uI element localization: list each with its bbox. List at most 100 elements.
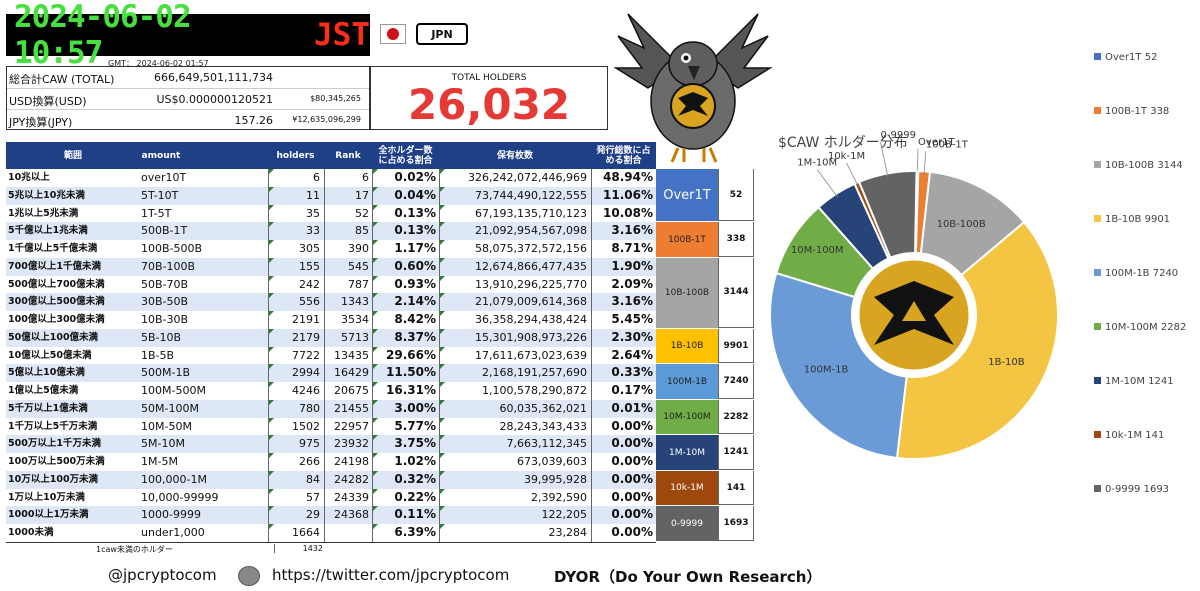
legend-item: 1B-10B 9901 [1094, 214, 1170, 225]
footnote-label: 1caw未満のホルダー [96, 544, 173, 554]
slice-label: 1M-10M [797, 158, 837, 169]
legend-swatch [1094, 53, 1101, 60]
cell-amount: 50M-100M [141, 401, 199, 415]
cell-amount: 1000-9999 [141, 508, 201, 522]
cell-range: 1億以上5億未満 [8, 385, 79, 396]
legend-swatch [1094, 485, 1101, 492]
cell-balance: 2,392,590 [439, 488, 591, 507]
cell-range: 1万以上10万未満 [8, 491, 85, 503]
cell-amount: 1T-5T [141, 206, 172, 220]
summary-box: 総合計CAW (TOTAL) 666,649,501,111,734 USD換算(U… [6, 66, 370, 130]
summary-value: US$0.000000120521 [156, 93, 273, 106]
legend-swatch [1094, 431, 1101, 438]
cell-range: 1千万以上5千万未満 [8, 420, 98, 432]
table-body: 10兆以上 over10T 6 6 0.02% 326,242,072,446,969 48… [6, 169, 656, 542]
cell-range: 1兆以上5兆未満 [8, 207, 79, 219]
slice-label: 0-9999 [881, 130, 916, 141]
cell-marker-icon [440, 524, 445, 529]
footnote-value: 1432 [274, 543, 326, 553]
clock-timezone: JST [314, 17, 370, 53]
cell-supply-pct: 0.00% [591, 453, 656, 471]
footer-url[interactable]: https://twitter.com/jpcryptocom [272, 566, 510, 584]
cell-marker-icon [440, 204, 445, 210]
category-count: 338 [718, 222, 754, 257]
cell-marker-icon [440, 488, 445, 494]
summary-label: JPY換算(JPY) [9, 116, 73, 129]
cell-amount: 10M-50M [141, 419, 192, 433]
cell-holders: 2179 [268, 328, 323, 347]
category-count: 3144 [718, 257, 754, 328]
cell-holders: 29 [268, 506, 323, 524]
cell-balance: 673,039,603 [439, 453, 591, 471]
cell-rank: 6 [324, 169, 372, 187]
footnote-row: 1caw未満のホルダー 1432 [6, 541, 656, 556]
cell-balance: 28,243,343,433 [439, 417, 591, 436]
table-row: 300億以上500億未満 30B-50B 556 1343 2.14% 21,079,00… [6, 293, 656, 311]
cell-amount: 500M-1B [141, 366, 191, 380]
cell-marker-icon [269, 399, 274, 405]
legend-label: 0-9999 1693 [1105, 484, 1170, 495]
table-row: 500億以上700億未満 50B-70B 242 787 0.93% 13,910,296… [6, 275, 656, 294]
cell-holder-pct: 1.02% [372, 453, 439, 471]
legend-item: 10B-100B 3144 [1094, 160, 1183, 171]
footer: @jpcryptocom https://twitter.com/jpcrypt… [108, 566, 868, 588]
cell-balance: 60,035,362,021 [439, 399, 591, 418]
slice-label: 100M-1B [804, 364, 849, 375]
cell-holder-pct: 11.50% [372, 364, 439, 382]
summary-value: 666,649,501,111,734 [154, 71, 273, 84]
cell-marker-icon [373, 364, 378, 370]
cell-range: 1千億以上5千億未満 [8, 243, 98, 254]
table-row: 1億以上5億未満 100M-500M 4246 20675 16.31% 1,100,57… [6, 382, 656, 400]
crow-mascot-icon [613, 13, 773, 163]
cell-marker-icon [440, 275, 445, 281]
caw-logo-icon [238, 566, 260, 586]
cell-marker-icon [440, 222, 445, 228]
cell-supply-pct: 0.33% [591, 364, 656, 382]
cell-balance: 21,092,954,567,098 [439, 222, 591, 240]
cell-holder-pct: 2.14% [372, 293, 439, 311]
table-row: 1000以上1万未満 1000-9999 29 24368 0.11% 122,205 0.… [6, 506, 656, 524]
cell-balance: 12,674,866,477,435 [439, 257, 591, 276]
chart-title: $CAW ホルダー分布 [778, 135, 908, 151]
cell-rank: 20675 [324, 382, 372, 400]
legend-swatch [1094, 323, 1101, 330]
cell-range: 1000以上1万未満 [8, 509, 89, 521]
cell-holder-pct: 0.60% [372, 257, 439, 276]
legend-item: 1M-10M 1241 [1094, 376, 1174, 387]
table-row: 1千万以上5千万未満 10M-50M 1502 22957 5.77% 28,243,34… [6, 417, 656, 436]
cell-amount: 100M-500M [141, 384, 206, 397]
category-block: 10k-1M 141 [656, 470, 754, 507]
cell-supply-pct: 0.01% [591, 399, 656, 418]
cell-holders: 35 [268, 204, 323, 223]
cell-marker-icon [269, 293, 274, 299]
cell-rank: 390 [324, 240, 372, 258]
cell-holders: 57 [268, 488, 323, 507]
cell-marker-icon [373, 204, 378, 210]
cell-range: 700億以上1千億未満 [8, 260, 101, 272]
cell-amount: 10,000-99999 [141, 490, 219, 504]
cell-supply-pct: 0.00% [591, 435, 656, 453]
cell-balance: 58,075,372,572,156 [439, 240, 591, 258]
header-pct: 全ホルダー数に占める割合 [378, 145, 433, 166]
cell-marker-icon [373, 240, 378, 245]
cell-rank: 787 [324, 275, 372, 294]
cell-balance: 1,100,578,290,872 [439, 382, 591, 400]
cell-holder-pct: 5.77% [372, 417, 439, 436]
cell-balance: 17,611,673,023,639 [439, 346, 591, 365]
cell-holders: 6 [268, 169, 323, 187]
clock-display: 2024-06-02 10:57 JST [6, 0, 370, 71]
slice-leader-line [846, 162, 859, 187]
cell-amount: 5B-10B [141, 330, 182, 344]
cell-supply-pct: 5.45% [591, 311, 656, 329]
cell-amount: 5M-10M [141, 437, 185, 451]
cell-marker-icon [440, 399, 445, 405]
legend-label: 10B-100B 3144 [1105, 160, 1183, 171]
table-row: 1千億以上5千億未満 100B-500B 305 390 1.17% 58,075,372… [6, 240, 656, 258]
cell-rank: 545 [324, 257, 372, 276]
cell-rank: 17 [324, 186, 372, 205]
cell-rank: 21455 [324, 399, 372, 418]
legend-swatch [1094, 161, 1101, 168]
cell-holder-pct: 3.75% [372, 435, 439, 453]
cell-supply-pct: 2.30% [591, 328, 656, 347]
table-row: 1兆以上5兆未満 1T-5T 35 52 0.13% 67,193,135,710,123… [6, 204, 656, 223]
